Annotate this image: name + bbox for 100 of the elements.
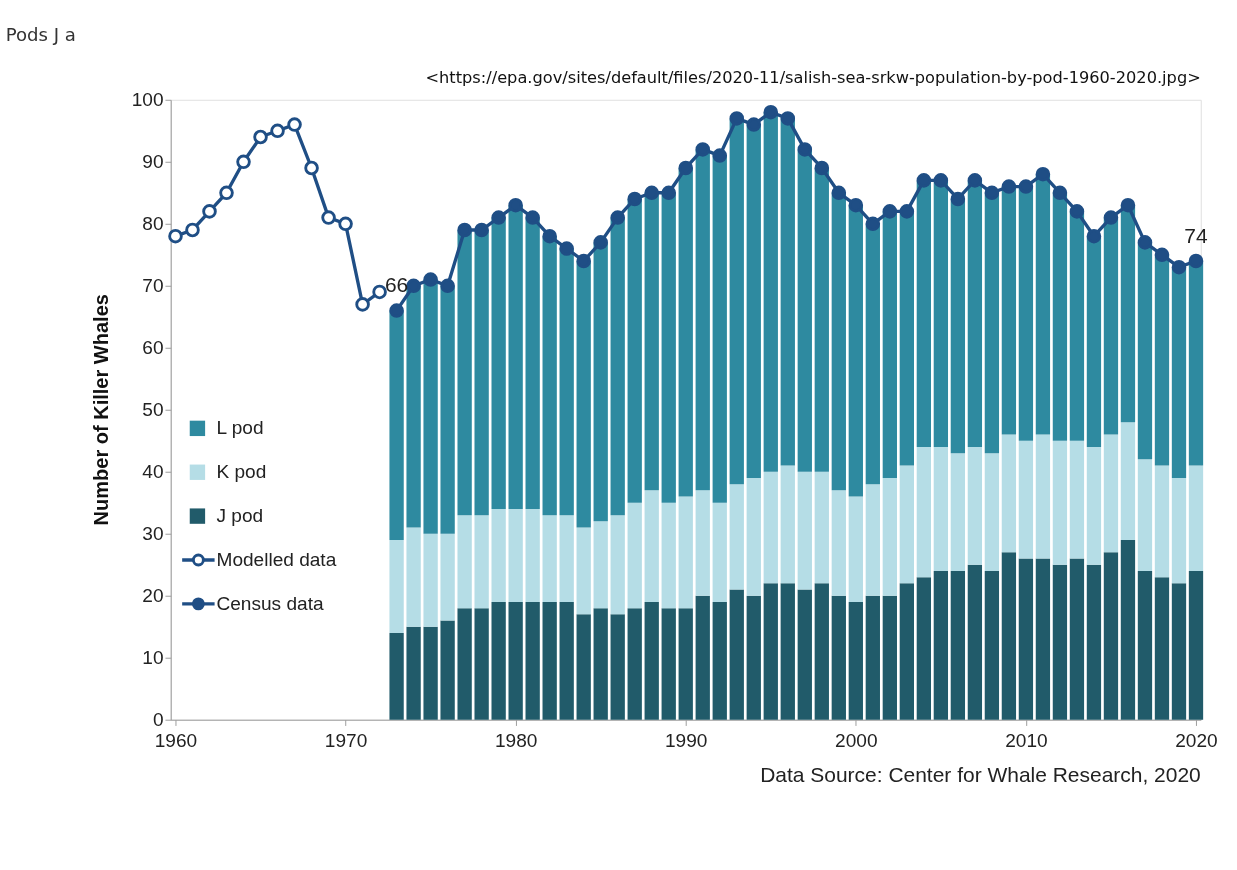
point	[644, 185, 659, 201]
point	[933, 173, 949, 188]
y-tick-label: 0	[152, 708, 164, 730]
bar	[1154, 465, 1170, 578]
bar	[440, 533, 455, 621]
bar	[593, 608, 608, 720]
bar	[542, 515, 557, 602]
bar	[542, 601, 557, 720]
point	[814, 160, 830, 176]
legend-label: Modelled data	[216, 548, 337, 570]
y-tick-label: 40	[142, 460, 164, 482]
point	[610, 210, 625, 225]
y-tick-label: 30	[142, 522, 164, 544]
bar	[627, 502, 642, 609]
point	[559, 241, 574, 256]
bar	[780, 465, 795, 584]
point	[1001, 179, 1017, 194]
bar	[814, 583, 829, 720]
bar	[831, 490, 846, 596]
y-axis-title: Number of Killer Whales	[89, 294, 112, 526]
point	[865, 216, 881, 232]
bar	[916, 577, 932, 720]
bar	[678, 608, 693, 720]
point	[967, 173, 983, 188]
y-tick-label: 60	[142, 336, 164, 358]
bar	[1171, 267, 1187, 478]
bar	[1086, 236, 1102, 447]
bar	[627, 608, 642, 720]
point	[423, 272, 438, 287]
bar	[695, 595, 710, 720]
bar	[389, 632, 404, 720]
bar	[1120, 205, 1136, 423]
bar	[780, 118, 795, 466]
bar	[746, 124, 761, 478]
bar	[644, 601, 659, 720]
point	[593, 235, 608, 250]
bar	[474, 608, 489, 720]
bar	[593, 242, 608, 522]
y-tick-label: 80	[142, 212, 164, 234]
bar	[950, 570, 966, 720]
point	[168, 228, 183, 244]
bar	[797, 589, 812, 720]
bar	[525, 217, 540, 509]
bar	[1018, 440, 1034, 559]
point	[525, 210, 540, 225]
bar	[1001, 552, 1017, 720]
point	[1052, 185, 1068, 201]
bar	[576, 614, 591, 720]
y-tick-label: 20	[142, 584, 164, 606]
bar	[746, 477, 761, 596]
point	[304, 160, 319, 176]
point	[950, 191, 966, 207]
bar	[491, 601, 506, 720]
bar	[610, 614, 625, 720]
bar	[882, 211, 897, 478]
bar	[882, 595, 897, 720]
bar	[644, 192, 659, 491]
point	[1120, 197, 1136, 213]
bar	[457, 229, 472, 516]
bar	[1069, 558, 1085, 720]
bar	[423, 533, 438, 627]
bar	[661, 502, 676, 609]
bar	[1137, 459, 1153, 571]
bar	[559, 601, 574, 720]
x-tick-label: 1960	[154, 729, 198, 751]
point	[899, 204, 915, 219]
x-tick-label: 1990	[665, 729, 708, 751]
bar	[933, 570, 949, 720]
point	[287, 117, 302, 132]
bar	[1035, 558, 1051, 720]
bar	[899, 465, 914, 584]
bar	[1035, 174, 1051, 435]
legend-label: K pod	[216, 460, 267, 482]
bar	[1086, 564, 1102, 720]
point	[457, 222, 472, 238]
point	[831, 185, 847, 201]
annotation: 66	[384, 273, 409, 297]
bar	[797, 149, 812, 472]
bar	[1052, 440, 1068, 565]
point	[372, 284, 387, 300]
point	[253, 129, 268, 145]
bar	[797, 471, 812, 590]
bar	[406, 626, 421, 720]
bar	[916, 446, 932, 578]
bar	[763, 583, 778, 720]
point	[491, 210, 506, 225]
bar	[474, 229, 489, 516]
point	[355, 297, 370, 312]
y-tick-label: 10	[142, 646, 164, 668]
bar	[1154, 577, 1170, 720]
point	[916, 173, 932, 188]
bar	[457, 515, 472, 609]
bar	[1171, 583, 1187, 720]
point	[576, 253, 591, 269]
bar	[814, 168, 829, 472]
point	[1137, 235, 1153, 250]
chart-title: Pods J a	[5, 23, 76, 45]
point	[627, 191, 642, 207]
bar	[525, 601, 540, 720]
point	[219, 185, 234, 201]
